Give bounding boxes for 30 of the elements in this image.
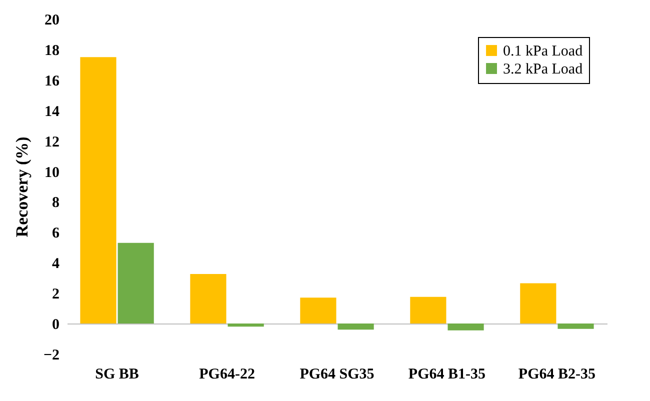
y-tick-label: 6 — [52, 226, 60, 242]
bar — [228, 324, 264, 327]
y-tick-label: 8 — [52, 195, 60, 212]
legend-label: 0.1 kPa Load — [503, 44, 584, 60]
bar — [190, 274, 226, 324]
x-tick-label: PG64-22 — [199, 366, 255, 382]
legend-label: 3.2 kPa Load — [503, 62, 584, 78]
y-tick-label: 14 — [44, 104, 60, 120]
bar — [520, 283, 556, 324]
bar — [118, 242, 154, 324]
bar — [448, 324, 484, 330]
y-tick-label: 18 — [44, 42, 60, 59]
bar — [410, 296, 446, 324]
x-tick-label: SG BB — [95, 366, 139, 382]
bar — [558, 324, 594, 329]
bar — [300, 298, 336, 324]
y-tick-label: 16 — [44, 73, 60, 90]
bar — [338, 324, 374, 330]
y-axis-title: Recovery (%) — [12, 136, 32, 238]
x-tick-label: PG64 B1-35 — [408, 366, 486, 382]
x-tick-label: PG64 SG35 — [300, 366, 374, 382]
y-tick-label: 12 — [44, 134, 60, 150]
y-tick-label: 10 — [44, 164, 60, 181]
y-tick-label: 2 — [52, 286, 60, 303]
y-tick-label: 20 — [44, 12, 60, 28]
x-tick-label: PG64 B2-35 — [518, 366, 596, 382]
bar — [80, 57, 116, 324]
y-tick-label: −2 — [43, 348, 60, 364]
y-tick-label: 0 — [52, 317, 60, 334]
y-tick-label: 4 — [52, 256, 60, 272]
